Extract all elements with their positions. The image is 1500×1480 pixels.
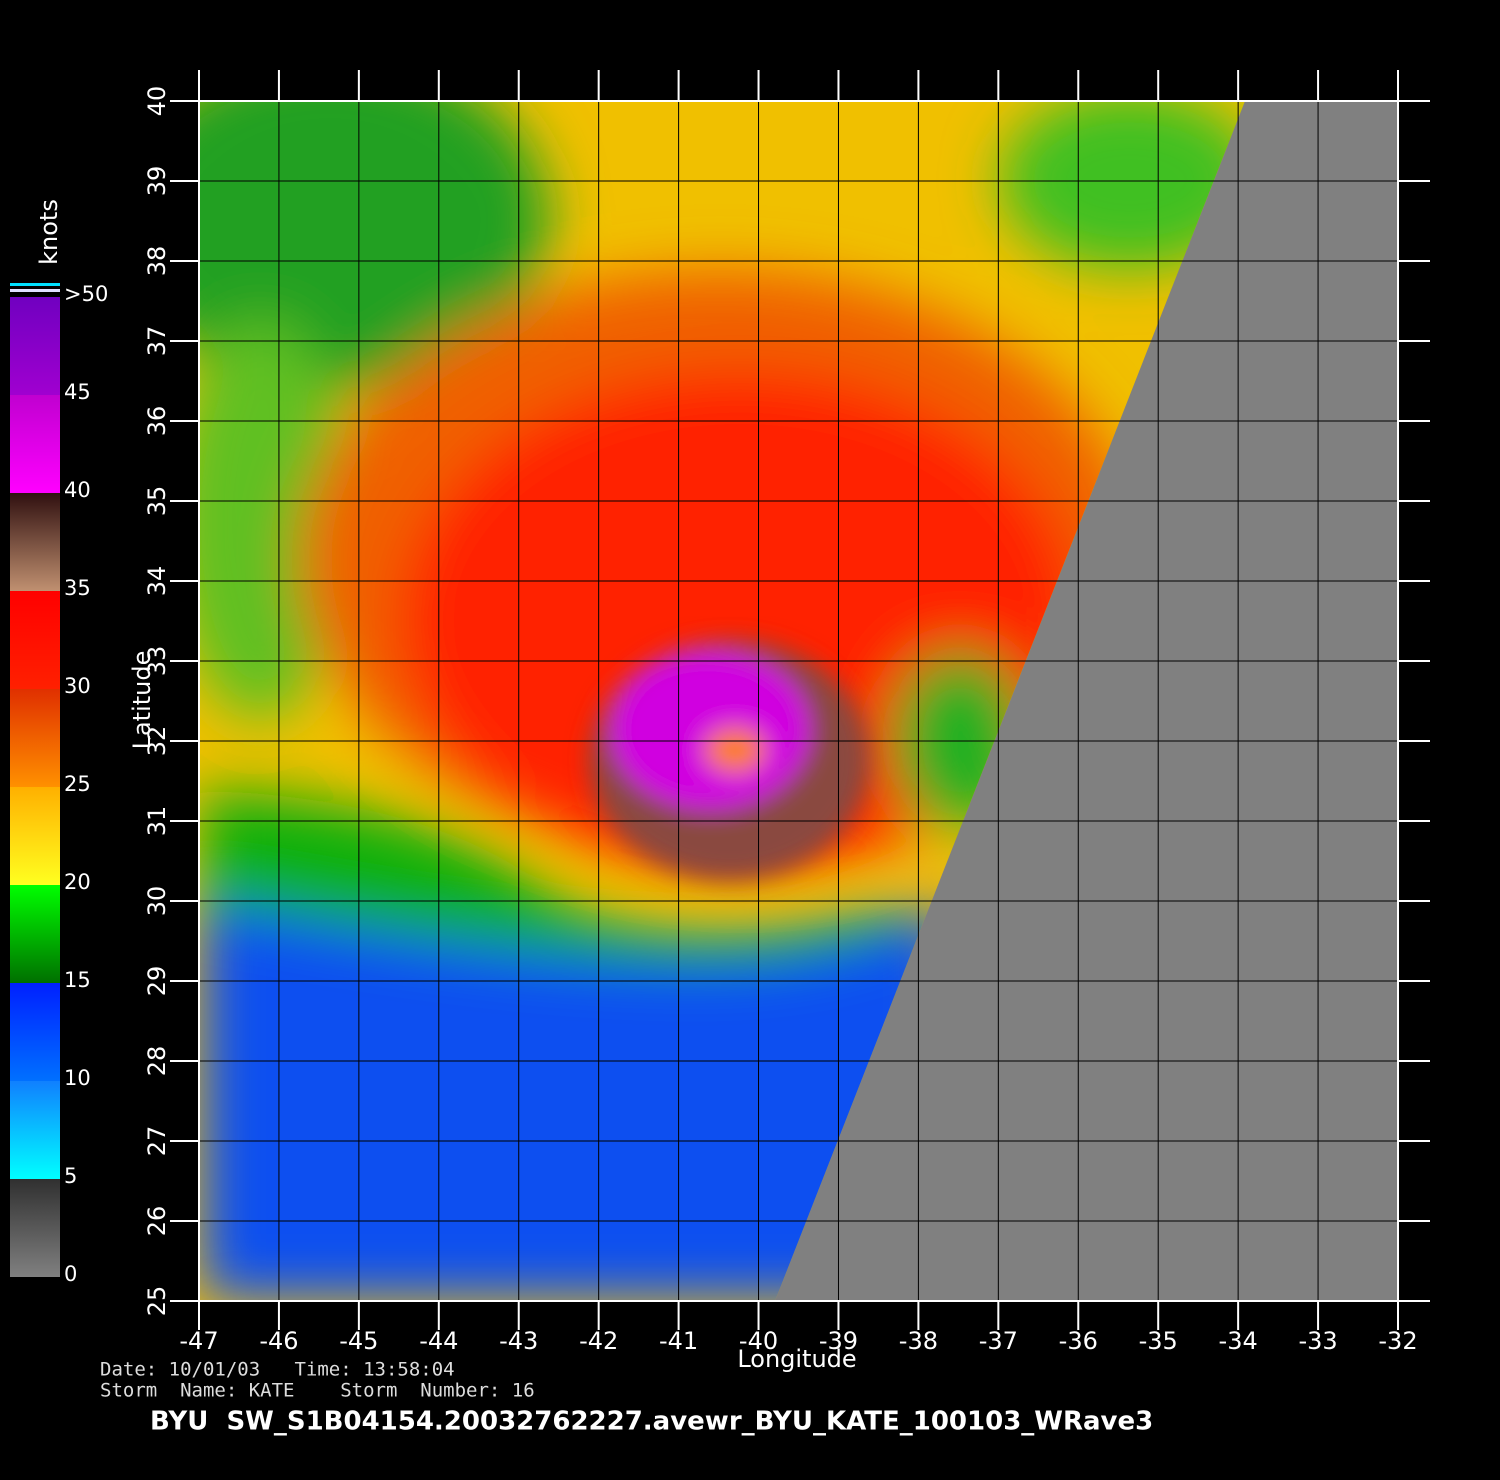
x-tick-label: -43	[499, 1327, 538, 1355]
colorbar-band	[10, 689, 60, 787]
x-axis-label: Longitude	[737, 1345, 856, 1373]
grid	[198, 100, 1399, 1302]
storm-core	[590, 640, 870, 880]
y-tick-label: 39	[143, 166, 171, 197]
y-tick-label: 40	[143, 86, 171, 117]
colorbar-label: 15	[64, 968, 91, 992]
x-tick-label: -40	[739, 1327, 778, 1355]
y-tick-label: 35	[143, 486, 171, 517]
x-tick-label: -32	[1378, 1327, 1417, 1355]
colorbar-band	[10, 297, 60, 395]
colorbar: knots 0 5 10 15 20 25 30 35 40 45 >50	[10, 199, 108, 1286]
colorbar-band	[10, 1179, 60, 1277]
colorbar-label: 45	[64, 380, 91, 404]
y-tick-label: 38	[143, 246, 171, 277]
storm-line: Storm Name: KATE Storm Number: 16	[100, 1380, 535, 1402]
x-tick-label: -37	[979, 1327, 1018, 1355]
colorbar-label: 40	[64, 478, 91, 502]
x-tick-label: -41	[659, 1327, 698, 1355]
y-tick-label: 26	[143, 1206, 171, 1237]
y-tick-label: 37	[143, 326, 171, 357]
colorbar-band	[10, 983, 60, 1081]
colorbar-label: 25	[64, 772, 91, 796]
colorbar-cap	[10, 289, 60, 292]
date-line: Date: 10/01/03 Time: 13:58:04	[100, 1359, 455, 1381]
y-tick-label: 34	[143, 566, 171, 597]
y-tick-label: 27	[143, 1126, 171, 1157]
colorbar-unit: knots	[35, 199, 63, 265]
y-tick-label: 33	[143, 646, 171, 677]
colorbar-band	[10, 1081, 60, 1179]
y-tick-label: 30	[143, 886, 171, 917]
y-tick-label: 28	[143, 1046, 171, 1077]
colorbar-label: 20	[64, 870, 91, 894]
y-tick-label: 31	[143, 806, 171, 837]
colorbar-label: 0	[64, 1262, 77, 1286]
colorbar-band	[10, 395, 60, 493]
y-axis-label: Latitude	[128, 651, 156, 750]
figure-title: BYU SW_S1B04154.20032762227.avewr_BYU_KA…	[150, 1407, 1153, 1437]
x-tick-label: -33	[1298, 1327, 1337, 1355]
ticks: -47 -46 -45 -44 -43 -42 -41 -40 -39 -38 -37 -36 -35 -…	[143, 70, 1430, 1355]
x-tick-label: -46	[259, 1327, 298, 1355]
x-tick-label: -45	[339, 1327, 378, 1355]
y-tick-label: 25	[143, 1286, 171, 1317]
colorbar-band	[10, 885, 60, 983]
colorbar-label: 10	[64, 1066, 91, 1090]
x-tick-label: -42	[579, 1327, 618, 1355]
y-tick-label: 32	[143, 726, 171, 757]
colorbar-cap	[10, 283, 60, 286]
y-tick-label: 29	[143, 966, 171, 997]
colorbar-band	[10, 787, 60, 885]
x-tick-label: -35	[1139, 1327, 1178, 1355]
x-tick-label: -36	[1059, 1327, 1098, 1355]
field-blend	[199, 101, 1245, 1301]
colorbar-band	[10, 591, 60, 689]
x-tick-label: -34	[1219, 1327, 1258, 1355]
x-tick-label: -39	[819, 1327, 858, 1355]
x-tick-label: -44	[419, 1327, 458, 1355]
x-tick-label: -38	[899, 1327, 938, 1355]
x-tick-label: -47	[179, 1327, 218, 1355]
y-tick-label: 36	[143, 406, 171, 437]
colorbar-label: >50	[64, 282, 108, 306]
colorbar-label: 30	[64, 674, 91, 698]
plot-frame	[198, 100, 1399, 1302]
colorbar-label: 35	[64, 576, 91, 600]
colorbar-label: 5	[64, 1164, 77, 1188]
colorbar-band	[10, 493, 60, 591]
